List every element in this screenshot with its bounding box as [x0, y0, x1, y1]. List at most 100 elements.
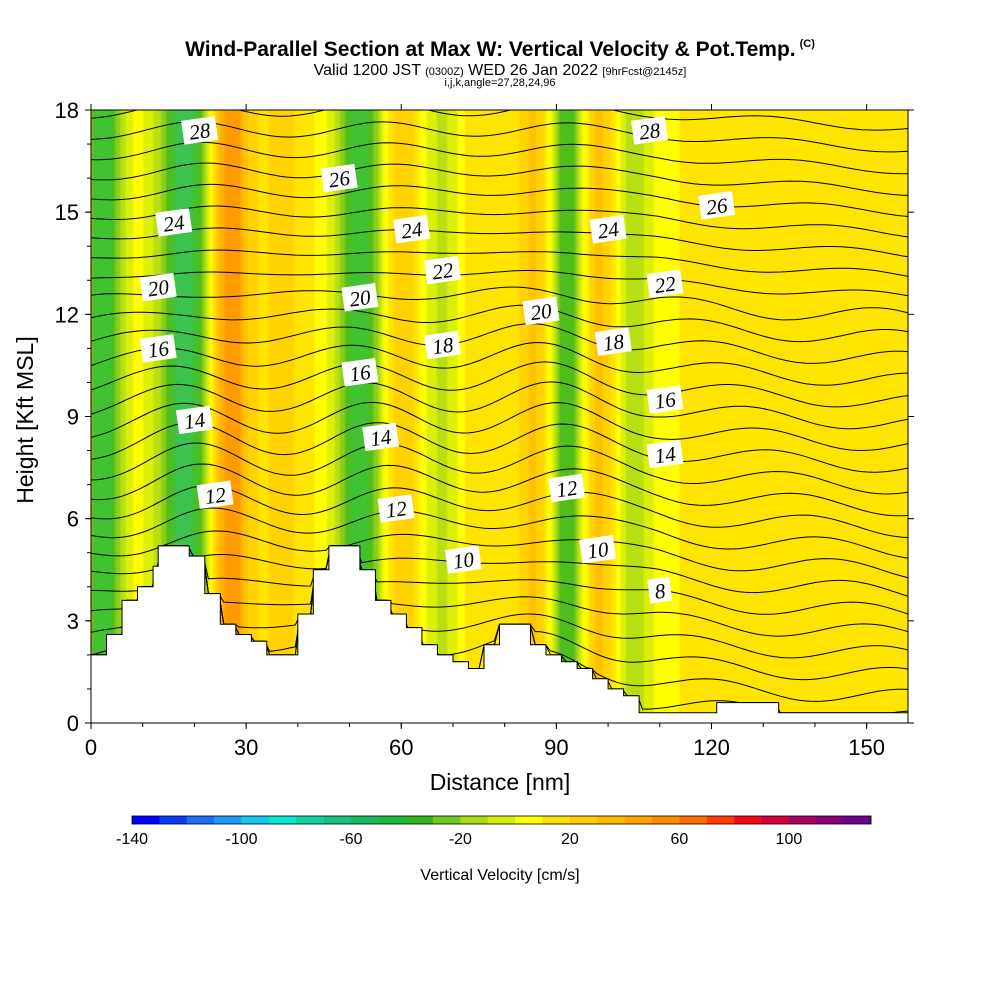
colorbar-swatch: [597, 816, 625, 824]
forecast-info: [9hrFcst@2145z]: [602, 66, 687, 78]
y-tick-label: 12: [55, 302, 79, 327]
colorbar-swatch: [515, 816, 543, 824]
contour-label-text: 24: [400, 217, 425, 244]
colorbar-swatch: [843, 816, 872, 824]
contour-label: 10: [579, 535, 617, 564]
x-tick-label: 150: [848, 735, 885, 760]
theta-contour-line: [91, 422, 908, 473]
y-tick-label: 3: [67, 609, 79, 634]
contour-label: 10: [444, 545, 482, 574]
contour-label-text: 14: [653, 442, 678, 469]
theta-contour-line: [91, 545, 908, 637]
contour-label-text: 12: [203, 482, 228, 509]
colorbar-swatch: [679, 816, 708, 824]
contour-label: 12: [548, 473, 586, 503]
theta-contour-line: [91, 342, 908, 386]
colorbar-swatch: [378, 816, 406, 824]
contour-label: 20: [139, 272, 177, 301]
y-tick-label: 15: [55, 200, 79, 225]
colorbar-swatch: [214, 816, 242, 824]
contour-label-text: 10: [586, 537, 611, 564]
contour-label-text: 20: [529, 298, 554, 325]
theta-contour-line: [91, 162, 908, 196]
contour-label-text: 16: [348, 360, 373, 387]
contour-label-text: 12: [384, 496, 409, 523]
contour-label: 28: [181, 116, 219, 145]
x-tick-label: 30: [234, 735, 258, 760]
contour-label-text: 28: [188, 118, 213, 145]
colorbar-swatch: [788, 816, 817, 824]
colorbar-swatch: [159, 816, 188, 824]
contour-label-text: 24: [596, 217, 621, 244]
y-tick-label: 6: [67, 507, 79, 532]
colorbar-tick-label: 100: [776, 831, 803, 848]
contour-label-text: 18: [601, 329, 626, 356]
valid-prefix: Valid 1200 JST: [313, 62, 421, 79]
colorbar-swatch: [405, 816, 434, 824]
contour-label: 22: [646, 269, 684, 298]
theta-contour-line: [91, 361, 908, 408]
colorbar-tick-label: -20: [449, 831, 472, 848]
colorbar-tick-label: 20: [561, 831, 579, 848]
contour-label-text: 10: [451, 547, 476, 574]
y-axis: 0 3 6 9 12 15 18: [55, 98, 914, 736]
colorbar-tick-label: 60: [671, 831, 689, 848]
colorbar-swatch: [433, 816, 461, 824]
contour-label: 24: [589, 214, 627, 244]
x-axis-label: Distance [nm]: [430, 769, 571, 795]
theta-contour-line: [91, 205, 908, 238]
y-axis-label: Height [Kft MSL]: [12, 336, 38, 503]
contour-label-text: 24: [162, 210, 187, 237]
valid-date: WED 26 Jan 2022: [468, 62, 598, 79]
terrain-mask: [91, 545, 908, 723]
contour-label: 20: [522, 296, 560, 325]
contour-label: 18: [594, 327, 632, 356]
title-text: Wind-Parallel Section at Max W: Vertical…: [185, 38, 796, 61]
contour-label-text: 14: [182, 407, 207, 434]
contour-label-text: 22: [431, 258, 456, 285]
x-tick-label: 60: [389, 735, 413, 760]
contour-label: 26: [698, 191, 736, 220]
contour-label: 26: [320, 163, 358, 192]
colorbar-swatch: [460, 816, 489, 824]
colorbar-frame: [131, 815, 872, 825]
contour-label: 16: [139, 334, 177, 363]
theta-contour-line: [91, 183, 908, 217]
colorbar-tick-label: -140: [116, 831, 148, 848]
grid-info: i,j,k,angle=27,28,24,96: [444, 77, 556, 89]
theta-contour-line: [91, 304, 908, 343]
colorbar-swatch: [323, 816, 352, 824]
y-tick-label: 18: [55, 98, 79, 123]
theta-contour-line: [91, 41, 908, 65]
y-tick-label: 0: [67, 711, 79, 736]
contour-label: 14: [175, 405, 213, 434]
colorbar-swatch: [569, 816, 598, 824]
chart-title: Wind-Parallel Section at Max W: Vertical…: [0, 38, 1000, 62]
colorbar-swatch: [816, 816, 844, 824]
colorbar-label: Vertical Velocity [cm/s]: [420, 867, 579, 884]
theta-contour-line: [91, 545, 908, 597]
contour-label-text: 22: [653, 271, 678, 298]
theta-contour-line: [91, 141, 908, 175]
theta-contour-line: [91, 121, 908, 153]
contour-label: 12: [377, 494, 415, 523]
contour-label-text: 12: [555, 476, 580, 503]
x-tick-label: 0: [85, 735, 97, 760]
colorbar-swatch: [268, 816, 297, 824]
contour-label-text: 28: [638, 118, 663, 145]
contour-label-text: 16: [653, 387, 678, 414]
theta-contour-line: [91, 110, 908, 131]
colorbar-swatch: [241, 816, 270, 824]
chart-subtitle: Valid 1200 JST (0300Z) WED 26 Jan 2022 […: [0, 62, 1000, 80]
theta-contour-line: [91, 61, 908, 87]
theta-contour-line: [91, 530, 908, 579]
contour-label-text: 14: [369, 424, 394, 451]
theta-contour-line: [91, 507, 908, 559]
contour-label: 18: [424, 330, 462, 360]
contour-label-text: 18: [431, 333, 456, 360]
copyright-mark: (C): [799, 38, 815, 50]
contour-label: 14: [646, 439, 684, 469]
x-axis: 0 30 60 90 120 150: [85, 104, 885, 760]
colorbar-swatch: [186, 816, 215, 824]
contour-label: 8: [647, 576, 673, 604]
